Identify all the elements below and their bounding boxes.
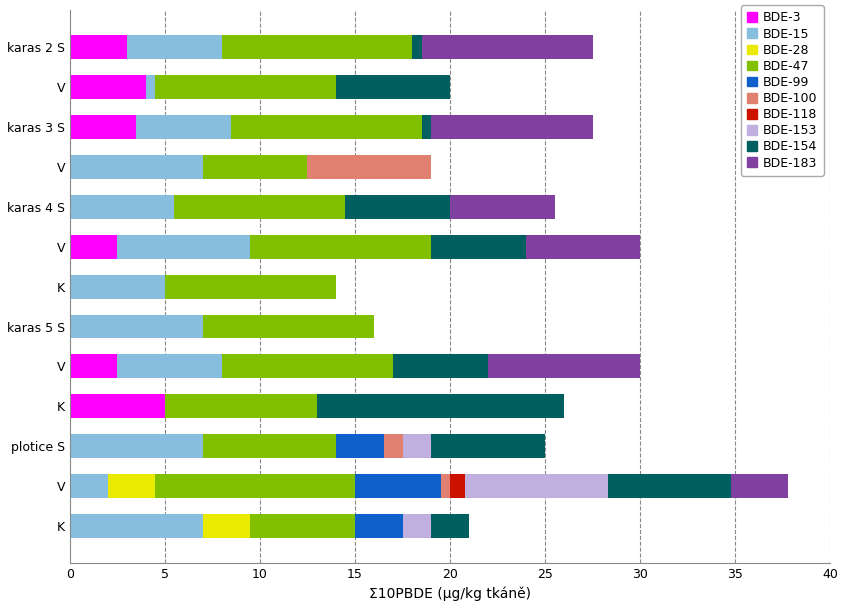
Bar [316, 395, 564, 418]
Bar [70, 434, 203, 458]
X-axis label: Σ10PBDE (µg/kg tkáně): Σ10PBDE (µg/kg tkáně) [369, 587, 530, 601]
Bar [336, 434, 383, 458]
Bar [70, 275, 165, 299]
Bar [70, 314, 203, 339]
Bar [402, 514, 430, 538]
Bar [155, 474, 354, 498]
Bar [70, 514, 203, 538]
Bar [392, 354, 488, 378]
Bar [70, 75, 146, 99]
Bar [70, 35, 127, 59]
Bar [70, 195, 174, 219]
Bar [383, 434, 402, 458]
Bar [345, 195, 450, 219]
Bar [450, 474, 465, 498]
Bar [203, 155, 307, 179]
Bar [146, 75, 155, 99]
Legend: BDE-3, BDE-15, BDE-28, BDE-47, BDE-99, BDE-100, BDE-118, BDE-153, BDE-154, BDE-1: BDE-3, BDE-15, BDE-28, BDE-47, BDE-99, B… [739, 5, 823, 176]
Bar [440, 474, 450, 498]
Bar [174, 195, 345, 219]
Bar [307, 155, 430, 179]
Bar [108, 474, 155, 498]
Bar [70, 235, 117, 258]
Bar [730, 474, 787, 498]
Bar [488, 354, 639, 378]
Bar [354, 474, 440, 498]
Bar [222, 35, 412, 59]
Bar [354, 514, 402, 538]
Bar [155, 75, 336, 99]
Bar [203, 514, 250, 538]
Bar [421, 115, 430, 139]
Bar [250, 514, 354, 538]
Bar [336, 75, 450, 99]
Bar [430, 514, 468, 538]
Bar [250, 235, 430, 258]
Bar [70, 354, 117, 378]
Bar [70, 115, 136, 139]
Bar [412, 35, 421, 59]
Bar [526, 235, 639, 258]
Bar [430, 235, 526, 258]
Bar [222, 354, 392, 378]
Bar [136, 115, 231, 139]
Bar [607, 474, 730, 498]
Bar [421, 35, 592, 59]
Bar [117, 354, 222, 378]
Bar [231, 115, 421, 139]
Bar [402, 434, 430, 458]
Bar [465, 474, 607, 498]
Bar [165, 275, 336, 299]
Bar [430, 434, 544, 458]
Bar [203, 434, 336, 458]
Bar [450, 195, 554, 219]
Bar [70, 395, 165, 418]
Bar [70, 474, 108, 498]
Bar [203, 314, 374, 339]
Bar [430, 115, 592, 139]
Bar [117, 235, 250, 258]
Bar [165, 395, 316, 418]
Bar [127, 35, 222, 59]
Bar [70, 155, 203, 179]
